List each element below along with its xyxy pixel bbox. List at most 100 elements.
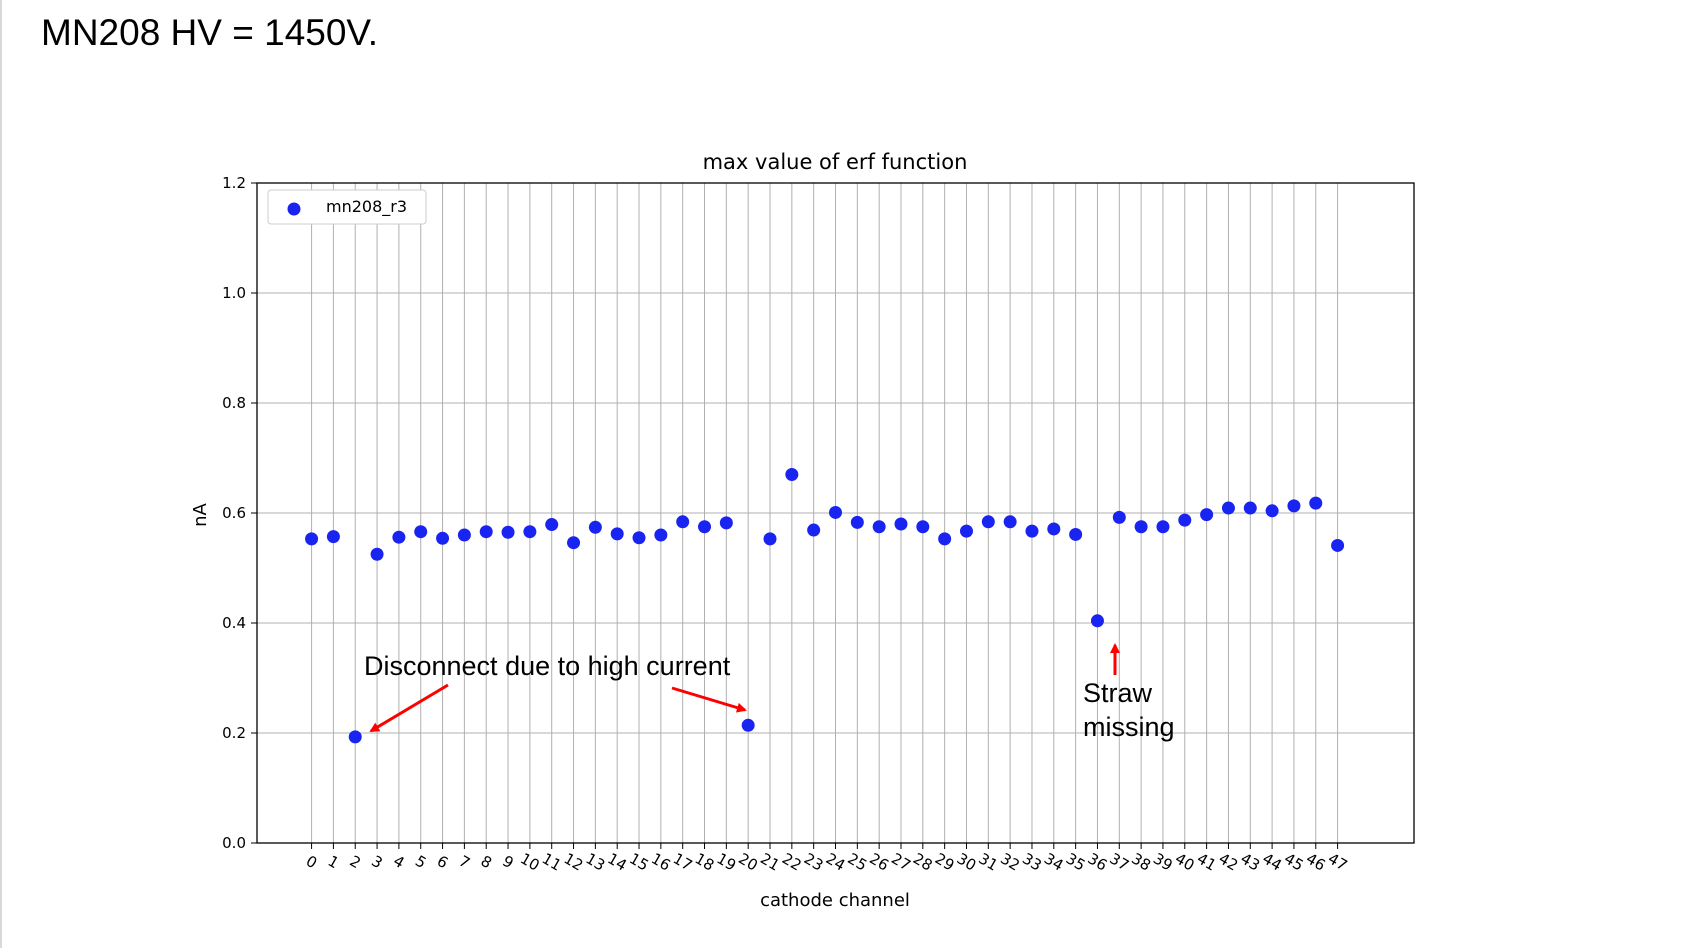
chart-title: max value of erf function [703, 150, 968, 174]
y-tick-label: 0.0 [222, 834, 246, 852]
data-point [414, 525, 428, 539]
data-point [1178, 513, 1192, 527]
data-point [370, 547, 384, 561]
x-tick-label: 20 [735, 849, 761, 874]
data-point [1047, 522, 1061, 536]
x-tick-label: 1 [325, 852, 342, 872]
data-point [1134, 520, 1148, 534]
x-tick-label: 22 [779, 849, 805, 874]
data-point [457, 528, 471, 542]
x-tick-label: 42 [1216, 849, 1242, 874]
y-tick-label: 1.2 [222, 174, 246, 192]
x-tick-label: 10 [517, 849, 543, 874]
x-tick-label: 21 [757, 849, 783, 874]
legend-marker [287, 202, 301, 216]
data-point [829, 505, 842, 519]
data-point [981, 515, 995, 529]
x-tick-label: 12 [561, 849, 587, 874]
x-tick-label: 33 [1019, 849, 1045, 874]
legend-box [267, 189, 427, 225]
data-point [676, 515, 690, 529]
x-tick-label: 17 [670, 849, 696, 874]
data-point [632, 531, 646, 545]
data-point [654, 528, 668, 542]
data-point [1003, 515, 1017, 529]
x-tick-label: 46 [1303, 849, 1329, 874]
data-points [305, 468, 1345, 744]
x-tick-label: 36 [1085, 849, 1111, 874]
data-point [872, 520, 886, 534]
annotation-straw-text: Straw [1083, 678, 1153, 708]
data-point [916, 520, 930, 534]
x-tick-label: 26 [866, 849, 892, 874]
data-point [567, 536, 581, 550]
annotation-disconnect-text: Disconnect due to high current [364, 651, 731, 681]
data-point [763, 532, 777, 546]
data-point [1156, 520, 1170, 534]
data-point [698, 520, 712, 534]
arrow-to-channel-20 [671, 686, 747, 713]
data-point [1221, 501, 1235, 515]
x-tick-label: 30 [954, 849, 980, 874]
data-point [1112, 510, 1126, 524]
x-tick-label: 38 [1128, 849, 1154, 874]
data-point [1200, 508, 1214, 522]
arrow-to-channel-2 [369, 683, 449, 733]
y-axis-label: nA [190, 502, 211, 526]
x-tick-label: 47 [1325, 849, 1351, 874]
data-point [305, 532, 319, 546]
data-point [850, 515, 864, 529]
data-point [1331, 538, 1345, 552]
x-tick-label: 25 [845, 849, 871, 874]
x-tick-label: 11 [539, 849, 565, 874]
x-tick-label: 43 [1238, 849, 1264, 874]
x-tick-label: 32 [997, 849, 1023, 874]
data-point [1025, 524, 1039, 538]
y-tick-label: 0.2 [222, 724, 246, 742]
data-point [1309, 496, 1323, 510]
x-axis-label: cathode channel [760, 890, 910, 911]
x-tick-label: 44 [1259, 849, 1285, 874]
data-point [501, 525, 515, 539]
x-tick-label: 24 [823, 849, 849, 874]
x-axis-ticks: 0 1 2 3 4 5 6 7 8 9 101112131415161718192021222324… [303, 843, 1350, 875]
data-point [610, 527, 624, 541]
x-tick-label: 34 [1041, 849, 1067, 874]
data-point [1287, 499, 1301, 513]
x-tick-label: 37 [1107, 849, 1133, 874]
data-point [807, 523, 821, 537]
x-tick-label: 45 [1281, 849, 1307, 874]
data-point [959, 524, 973, 538]
x-tick-label: 2 [347, 852, 364, 872]
data-point [545, 518, 559, 532]
annotation-straw-missing: Straw missing [1083, 643, 1175, 742]
x-tick-label: 41 [1194, 849, 1220, 874]
data-point [1243, 501, 1257, 515]
legend: mn208_r3 [267, 189, 427, 225]
x-tick-label: 27 [888, 849, 914, 874]
y-tick-label: 0.8 [222, 394, 246, 412]
data-point [479, 525, 493, 539]
y-axis-ticks: 0.0 0.2 0.4 0.6 0.8 1.0 1.2 [222, 174, 257, 852]
y-tick-label: 1.0 [222, 284, 246, 302]
data-point [1265, 504, 1279, 518]
legend-label: mn208_r3 [326, 197, 407, 217]
data-point [785, 468, 799, 481]
x-tick-label: 8 [478, 852, 495, 872]
x-tick-label: 23 [801, 849, 827, 874]
data-point [1069, 527, 1083, 541]
y-tick-label: 0.6 [222, 504, 246, 522]
data-point [392, 530, 406, 544]
data-point [523, 525, 537, 539]
data-point [326, 530, 340, 544]
slide-left-border [0, 0, 2, 948]
x-tick-label: 5 [412, 852, 429, 872]
x-tick-label: 29 [932, 849, 958, 874]
data-point [348, 730, 362, 744]
y-tick-label: 0.4 [222, 614, 246, 632]
data-point [719, 516, 733, 530]
x-tick-label: 9 [499, 852, 516, 872]
x-tick-label: 39 [1150, 849, 1176, 874]
x-tick-label: 15 [626, 849, 652, 874]
